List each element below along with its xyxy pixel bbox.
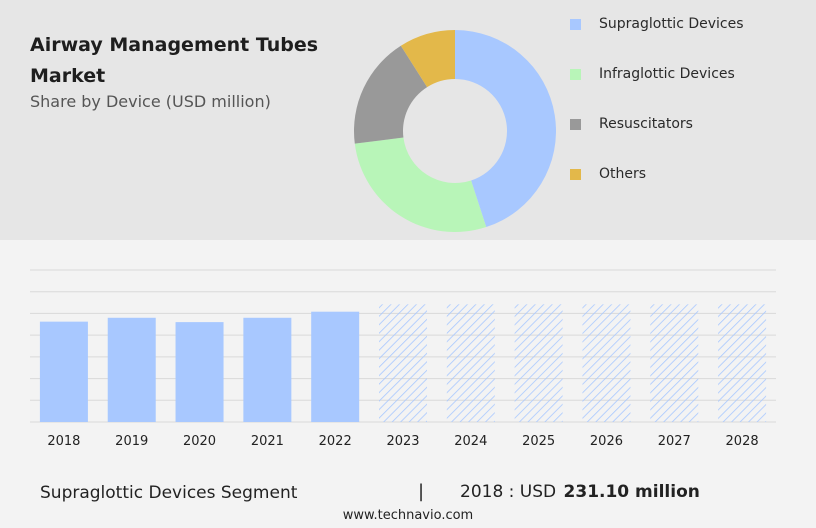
legend-label: Others	[599, 166, 647, 182]
legend-item: Resuscitators	[570, 114, 693, 134]
footer-value: 2018 : USD 231.10 million	[460, 482, 700, 502]
x-tick-label: 2025	[522, 434, 555, 449]
legend-swatch	[570, 68, 581, 80]
legend-label: Supraglottic Devices	[599, 16, 744, 32]
x-tick-label: 2027	[658, 434, 691, 449]
x-tick-label: 2022	[319, 434, 352, 449]
chart-subtitle: Share by Device (USD million)	[30, 92, 271, 111]
bar	[39, 321, 88, 422]
donut-chart	[354, 29, 556, 232]
footer-segment-label: Supraglottic Devices Segment	[40, 483, 298, 503]
x-tick-label: 2024	[454, 434, 487, 449]
legend-swatch	[570, 18, 581, 30]
chart-title: Airway Management Tubes Market	[30, 34, 319, 87]
x-tick-label: 2018	[47, 434, 80, 449]
legend-swatch	[570, 168, 581, 180]
footer-year-label: 2018 : USD	[460, 482, 557, 502]
x-tick-label: 2026	[590, 434, 623, 449]
legend-label: Resuscitators	[599, 116, 693, 132]
donut-slice	[455, 30, 556, 228]
x-tick-label: 2020	[183, 434, 216, 449]
bar-chart: 2018 2019 2020 2021 2022 2023 2024 2025 2026 2027…	[30, 269, 776, 449]
legend-item: Others	[570, 164, 646, 184]
x-tick-label: 2028	[726, 434, 759, 449]
forecast-bar	[379, 304, 427, 422]
donut-slice	[354, 45, 428, 144]
forecast-bar	[446, 304, 495, 422]
forecast-bar	[650, 304, 699, 422]
donut-slice	[400, 29, 455, 88]
x-tick-label: 2021	[251, 434, 284, 449]
forecast-bar	[718, 304, 767, 422]
legend-swatch	[570, 118, 581, 130]
bar	[175, 322, 224, 422]
bar	[107, 317, 156, 422]
bar	[311, 311, 360, 422]
legend-label: Infraglottic Devices	[599, 66, 735, 82]
forecast-bar	[514, 304, 563, 422]
forecast-bar	[582, 304, 631, 422]
x-tick-label: 2023	[386, 434, 419, 449]
footer-value-amount: 231.10 million	[563, 482, 700, 502]
site-url: www.technavio.com	[342, 508, 474, 523]
footer-divider: |	[418, 481, 425, 502]
bar	[243, 317, 292, 422]
legend-item: Supraglottic Devices	[570, 14, 744, 34]
donut-slice	[354, 137, 487, 232]
x-tick-label: 2019	[115, 434, 148, 449]
legend-item: Infraglottic Devices	[570, 64, 735, 84]
